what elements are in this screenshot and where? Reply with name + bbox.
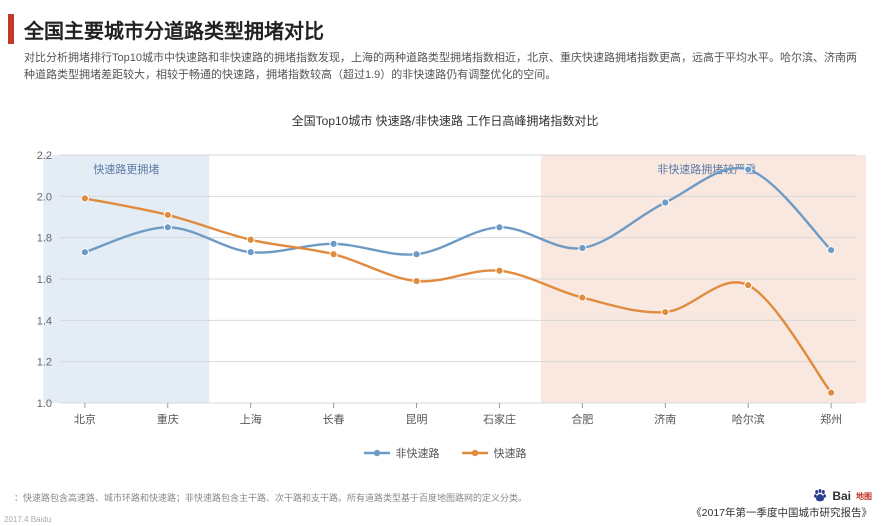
- brand-logo: Bai 地图: [812, 488, 872, 504]
- page: 全国主要城市分道路类型拥堵对比 对比分析拥堵排行Top10城市中快速路和非快速路…: [0, 0, 890, 526]
- baidu-paw-icon: [812, 488, 828, 504]
- series-marker-non_express: [496, 224, 503, 231]
- y-tick-label: 1.8: [37, 233, 52, 245]
- legend-item-non-express: 非快速路: [364, 445, 440, 461]
- series-marker-express: [662, 309, 669, 316]
- series-marker-non_express: [662, 199, 669, 206]
- copyright: 2017.4 Baidu: [4, 515, 51, 524]
- x-tick-label: 长春: [323, 413, 345, 426]
- x-tick-label: 哈尔滨: [732, 412, 765, 426]
- series-marker-express: [164, 211, 171, 218]
- series-marker-non_express: [579, 244, 586, 251]
- y-tick-label: 1.6: [37, 274, 52, 286]
- series-marker-express: [828, 389, 835, 396]
- x-tick-label: 昆明: [406, 413, 428, 426]
- series-marker-express: [496, 267, 503, 274]
- chart-title: 全国Top10城市 快速路/非快速路 工作日高峰拥堵指数对比: [0, 112, 890, 129]
- accent-bar: [8, 14, 14, 44]
- x-tick-label: 北京: [74, 412, 96, 426]
- brand-text: Bai: [832, 489, 851, 503]
- legend-swatch-non-express: [364, 448, 390, 458]
- x-tick-label: 石家庄: [483, 412, 516, 426]
- series-marker-non_express: [828, 247, 835, 254]
- series-marker-non_express: [413, 251, 420, 258]
- legend-swatch-express: [462, 448, 488, 458]
- title-bar: 全国主要城市分道路类型拥堵对比: [0, 0, 890, 44]
- x-tick-label: 郑州: [820, 412, 842, 426]
- x-tick-label: 济南: [654, 412, 676, 426]
- series-marker-non_express: [745, 166, 752, 173]
- series-marker-non_express: [81, 249, 88, 256]
- page-title: 全国主要城市分道路类型拥堵对比: [24, 5, 324, 44]
- congestion-line-chart: 1.01.21.41.61.82.02.2快速路更拥堵非快速路拥堵较严重北京重庆…: [24, 143, 866, 443]
- source-text: 《2017年第一季度中国城市研究报告》: [691, 505, 872, 520]
- chart-legend: 非快速路 快速路: [0, 445, 890, 461]
- page-subtitle: 对比分析拥堵排行Top10城市中快速路和非快速路的拥堵指数发现，上海的两种道路类…: [0, 44, 890, 84]
- y-tick-label: 1.4: [37, 315, 52, 327]
- series-marker-express: [745, 282, 752, 289]
- series-marker-non_express: [247, 249, 254, 256]
- y-tick-label: 2.0: [37, 191, 52, 203]
- x-tick-label: 上海: [240, 412, 262, 426]
- y-tick-label: 1.0: [37, 398, 52, 410]
- series-marker-non_express: [330, 240, 337, 247]
- brand-subtext: 地图: [856, 491, 872, 502]
- series-marker-express: [81, 195, 88, 202]
- legend-item-express: 快速路: [462, 445, 527, 461]
- x-tick-label: 重庆: [157, 412, 179, 426]
- y-tick-label: 2.2: [37, 150, 52, 162]
- legend-label: 快速路: [494, 445, 527, 461]
- series-marker-express: [330, 251, 337, 258]
- legend-label: 非快速路: [396, 445, 440, 461]
- series-marker-express: [413, 278, 420, 285]
- series-marker-express: [247, 236, 254, 243]
- footnote: ：快速路包含高速路、城市环路和快速路；非快速路包含主干路、次干路和支干路。所有道…: [14, 491, 527, 504]
- x-tick-label: 合肥: [571, 412, 593, 426]
- y-tick-label: 1.2: [37, 357, 52, 369]
- series-marker-non_express: [164, 224, 171, 231]
- band-label: 快速路更拥堵: [93, 162, 159, 176]
- series-marker-express: [579, 294, 586, 301]
